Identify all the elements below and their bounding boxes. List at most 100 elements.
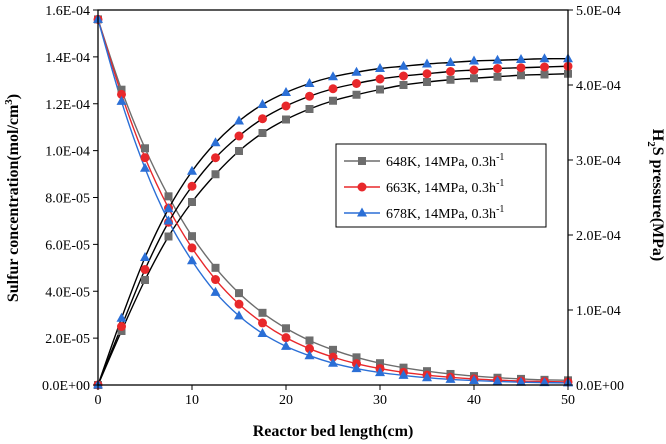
series-1-h2s-point xyxy=(140,265,150,274)
series-0-sulfur-point xyxy=(117,85,126,94)
series-2-sulfur-point xyxy=(163,215,174,225)
legend-label: 678K, 14MPa, 0.3h-1 xyxy=(386,204,504,222)
legend-entry: 678K, 14MPa, 0.3h-1 xyxy=(344,204,504,222)
y-axis-title: Sulfur concentration(mol/cm3) xyxy=(3,94,22,302)
y-tick-label: 0.0E+00 xyxy=(42,379,90,394)
series-0-sulfur-point xyxy=(282,324,290,333)
series-0-h2s-point xyxy=(235,147,243,155)
series-2-sulfur-point xyxy=(257,327,268,337)
series-2-h2s-point xyxy=(163,203,174,213)
series-1-h2s-point xyxy=(328,84,338,94)
series-2-sulfur-point xyxy=(398,369,409,379)
series-2-sulfur-point xyxy=(539,377,550,387)
series-1-sulfur-point xyxy=(140,153,150,163)
series-0-sulfur-point xyxy=(399,363,408,372)
series-0-sulfur-point xyxy=(188,232,196,241)
series-2-sulfur-point xyxy=(351,363,362,373)
y-tick-label: 4.0E-05 xyxy=(45,285,90,300)
y-tick-label: 1.6E-04 xyxy=(45,4,90,19)
series-0-sulfur-point xyxy=(164,192,173,201)
series-2-h2s-point xyxy=(375,63,385,72)
y2-tick-label: 2.0E-04 xyxy=(576,229,621,244)
legend-label: 648K, 14MPa, 0.3h-1 xyxy=(386,152,504,170)
y-tick-label: 1.0E-04 xyxy=(45,145,90,160)
series-0-sulfur-point xyxy=(305,336,314,345)
series-2-h2s-point xyxy=(257,99,268,108)
series-2-sulfur-point xyxy=(234,310,244,320)
series-0-h2s-point xyxy=(470,74,478,83)
legend-marker xyxy=(357,182,367,192)
series-2-sulfur-point xyxy=(375,367,385,377)
legend-entry: 663K, 14MPa, 0.3h-1 xyxy=(344,178,504,196)
series-0-h2s-point xyxy=(423,78,431,86)
y-tick-label: 8.0E-05 xyxy=(45,192,90,207)
y-tick-label: 1.2E-04 xyxy=(45,98,90,113)
x-tick-label: 30 xyxy=(373,393,387,408)
y2-tick-label: 1.0E-04 xyxy=(576,304,621,319)
series-1-h2s-point xyxy=(352,79,361,88)
series-2-sulfur-point xyxy=(210,286,221,296)
series-2-h2s-point xyxy=(539,53,550,63)
y2-tick-label: 5.0E-04 xyxy=(576,4,621,19)
series-2-h2s-point xyxy=(422,58,432,68)
x-tick-label: 50 xyxy=(561,393,575,408)
series-2-sulfur-point xyxy=(187,255,197,265)
series-2-h2s-point xyxy=(210,137,221,147)
series-0-h2s-point xyxy=(352,90,361,99)
series-2-sulfur-point xyxy=(281,340,291,350)
y-ticks: 0.0E+00 2.0E-05 4.0E-05 6.0E-05 8.0E-05 1.0E-… xyxy=(42,4,98,394)
series-1-sulfur-point xyxy=(305,344,314,354)
series-0-sulfur-point xyxy=(141,144,149,153)
series-1-sulfur-point xyxy=(328,352,338,362)
series-0-h2s-line xyxy=(97,73,569,386)
series-0-h2s-point xyxy=(399,81,408,89)
legend-marker xyxy=(357,207,367,217)
series-1-sulfur-point xyxy=(281,333,291,343)
series-2-sulfur-point xyxy=(140,162,150,172)
series-1-sulfur-point xyxy=(117,89,126,99)
legend: 648K, 14MPa, 0.3h-1 663K, 14MPa, 0.3h-1 67… xyxy=(335,143,547,228)
series-2-sulfur-point xyxy=(116,95,127,105)
series-0-h2s-point xyxy=(305,105,314,113)
plot-markers xyxy=(93,13,573,390)
series-1-h2s-point xyxy=(469,65,479,75)
series-2-h2s-point xyxy=(116,312,127,322)
series-0-h2s-point xyxy=(211,170,220,179)
series-1-sulfur-point xyxy=(234,299,244,309)
series-2-h2s-point xyxy=(140,252,150,261)
series-2-h2s-point xyxy=(469,55,479,65)
series-1-h2s-point xyxy=(234,131,244,141)
series-1-h2s-point xyxy=(446,67,455,76)
y-tick-label: 2.0E-05 xyxy=(45,332,90,347)
series-0-sulfur-point xyxy=(235,289,243,298)
y2-tick-label: 3.0E-04 xyxy=(576,154,621,169)
series-0-sulfur-point xyxy=(376,359,384,368)
series-2-h2s-point xyxy=(351,66,362,76)
series-2-sulfur-point xyxy=(492,375,503,385)
series-1-h2s-point xyxy=(399,71,408,81)
series-2-h2s-point xyxy=(516,54,526,63)
series-2-h2s-point xyxy=(492,54,503,64)
y2-ticks: 0.0E+00 1.0E-04 2.0E-04 3.0E-04 4.0E-04 5.0E-… xyxy=(568,4,624,394)
series-2-h2s-point xyxy=(398,60,409,70)
legend-marker xyxy=(358,157,366,165)
series-1-sulfur-point xyxy=(211,275,220,285)
series-2-sulfur-point xyxy=(422,372,432,382)
series-0-h2s-point xyxy=(493,72,502,81)
series-1-h2s-point xyxy=(187,181,197,191)
series-2-h2s-point xyxy=(187,165,197,175)
series-0-h2s-point xyxy=(164,232,173,241)
series-1-h2s-point xyxy=(305,91,314,101)
series-1-sulfur-point xyxy=(187,243,197,253)
series-2-h2s-point xyxy=(328,71,338,81)
series-0-sulfur-point xyxy=(211,263,220,272)
legend-entry: 648K, 14MPa, 0.3h-1 xyxy=(344,152,504,170)
series-0-sulfur-point xyxy=(329,345,337,354)
y2-tick-label: 4.0E-04 xyxy=(576,79,621,94)
series-0-h2s-point xyxy=(540,70,549,79)
series-2-h2s-point xyxy=(304,78,315,87)
series-1-h2s-point xyxy=(281,101,291,111)
series-1-h2s-point xyxy=(211,153,220,163)
series-2-sulfur-point xyxy=(445,373,456,383)
